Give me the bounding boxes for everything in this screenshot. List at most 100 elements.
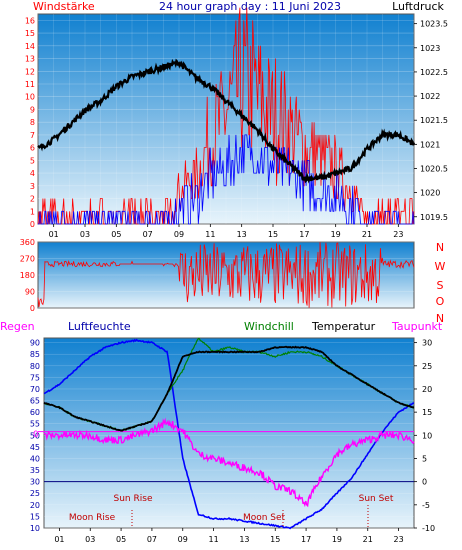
pressure-tick-label: 1022 (420, 92, 440, 101)
wind-tick-label: 6 (30, 144, 35, 153)
moon-set-label: Moon Set (243, 513, 286, 523)
hour-tick-label: 05 (116, 535, 126, 544)
temperature-tick-label: 30 (422, 339, 432, 348)
direction-tick-label: 270 (20, 255, 35, 264)
pressure-tick-label: 1020.5 (420, 164, 448, 173)
wind-tick-label: 15 (25, 29, 35, 38)
wind-tick-label: 16 (25, 16, 35, 25)
humidity-tick-label: 55 (30, 420, 40, 429)
compass-label: W (435, 260, 446, 273)
hour-tick-label: 05 (111, 230, 121, 239)
temperature-axes: 1015202530354045505560657075808590-10-50… (30, 339, 435, 544)
temperature-tick-label: -10 (422, 524, 435, 533)
pressure-tick-label: 1023 (420, 44, 440, 53)
wind-gust-series (38, 134, 415, 225)
temperature-tick-label: 25 (422, 362, 432, 371)
temperature-tick-label: -5 (422, 501, 430, 510)
hour-tick-label: 21 (362, 230, 372, 239)
taupunkt-label: Taupunkt (391, 320, 443, 333)
sun-set-label: Sun Set (359, 494, 394, 504)
hour-tick-label: 23 (393, 535, 403, 544)
temperature-panel (43, 337, 415, 529)
humidity-tick-label: 65 (30, 397, 40, 406)
hour-tick-label: 07 (147, 535, 157, 544)
wind-direction-line (37, 242, 415, 308)
humidity-tick-label: 90 (30, 339, 40, 348)
hour-tick-label: 01 (54, 535, 64, 544)
wind-tick-label: 11 (25, 80, 35, 89)
compass-label: O (436, 295, 445, 308)
wind-tick-label: 4 (30, 169, 35, 178)
hour-tick-label: 23 (393, 230, 403, 239)
direction-tick-label: 180 (20, 271, 35, 280)
temperature-line (43, 345, 414, 432)
direction-tick-label: 360 (20, 238, 35, 247)
temperatur-label: Temperatur (311, 320, 376, 333)
wind-tick-label: 13 (25, 55, 35, 64)
wind-tick-label: 3 (30, 182, 35, 191)
pressure-line (37, 58, 416, 184)
hour-tick-label: 19 (331, 230, 341, 239)
wind-tick-label: 10 (25, 93, 35, 102)
hour-tick-label: 19 (332, 535, 342, 544)
compass-label: N (436, 241, 444, 254)
pressure-tick-label: 1021.5 (420, 116, 448, 125)
hour-tick-label: 17 (299, 230, 309, 239)
temperature-grid (38, 342, 414, 529)
humidity-tick-label: 25 (30, 489, 40, 498)
wind-tick-label: 0 (30, 220, 35, 229)
temperature-tick-label: 5 (422, 454, 427, 463)
wind-tick-label: 8 (30, 118, 35, 127)
moon-rise-label: Moon Rise (69, 513, 116, 523)
humidity-tick-label: 70 (30, 385, 40, 394)
wind-tick-label: 9 (30, 105, 35, 114)
humidity-tick-label: 60 (30, 408, 40, 417)
humidity-tick-label: 45 (30, 443, 40, 452)
pressure-tick-label: 1023.5 (420, 20, 448, 29)
humidity-tick-label: 80 (30, 362, 40, 371)
hour-tick-label: 03 (80, 230, 90, 239)
zero-marker: 0 (33, 430, 39, 440)
wind-direction-series (37, 242, 415, 308)
temperature-series (43, 337, 415, 530)
temperature-tick-label: 10 (422, 431, 432, 440)
direction-tick-label: 90 (25, 288, 35, 297)
hour-tick-label: 17 (301, 535, 311, 544)
windchill-label: Windchill (244, 320, 294, 333)
hour-tick-label: 03 (85, 535, 95, 544)
hour-tick-label: 11 (205, 230, 215, 239)
humidity-tick-label: 10 (30, 524, 40, 533)
pressure-tick-label: 1021 (420, 140, 440, 149)
wind-gust-line (38, 134, 415, 225)
wind-pressure-axes: 0123456789101112131415161019.510201020.5… (25, 16, 448, 239)
hour-tick-label: 21 (363, 535, 373, 544)
hour-tick-label: 09 (174, 230, 184, 239)
compass-label: N (436, 312, 444, 325)
humidity-line (43, 338, 415, 530)
humidity-tick-label: 40 (30, 454, 40, 463)
dewpoint-line (43, 417, 415, 508)
hour-tick-label: 11 (208, 535, 218, 544)
humidity-tick-label: 20 (30, 501, 40, 510)
luftfeuchte-label: Luftfeuchte (68, 320, 131, 333)
regen-label: Regen (0, 320, 35, 333)
temperature-tick-label: 20 (422, 385, 432, 394)
humidity-tick-label: 35 (30, 466, 40, 475)
graph-title: 24 hour graph day : 11 Juni 2023 (159, 0, 341, 13)
hour-tick-label: 13 (239, 535, 249, 544)
wind-tick-label: 5 (30, 156, 35, 165)
hour-tick-label: 01 (49, 230, 59, 239)
wind-tick-label: 7 (30, 131, 35, 140)
hour-tick-label: 13 (237, 230, 247, 239)
wind-tick-label: 14 (25, 42, 35, 51)
wind-tick-label: 1 (30, 207, 35, 216)
temperature-tick-label: 0 (422, 478, 427, 487)
hour-tick-label: 15 (270, 535, 280, 544)
direction-tick-label: 0 (30, 304, 35, 313)
humidity-tick-label: 15 (30, 512, 40, 521)
humidity-tick-label: 50 (30, 431, 40, 440)
hour-tick-label: 15 (268, 230, 278, 239)
humidity-tick-label: 30 (30, 478, 40, 487)
pressure-tick-label: 1022.5 (420, 68, 448, 77)
